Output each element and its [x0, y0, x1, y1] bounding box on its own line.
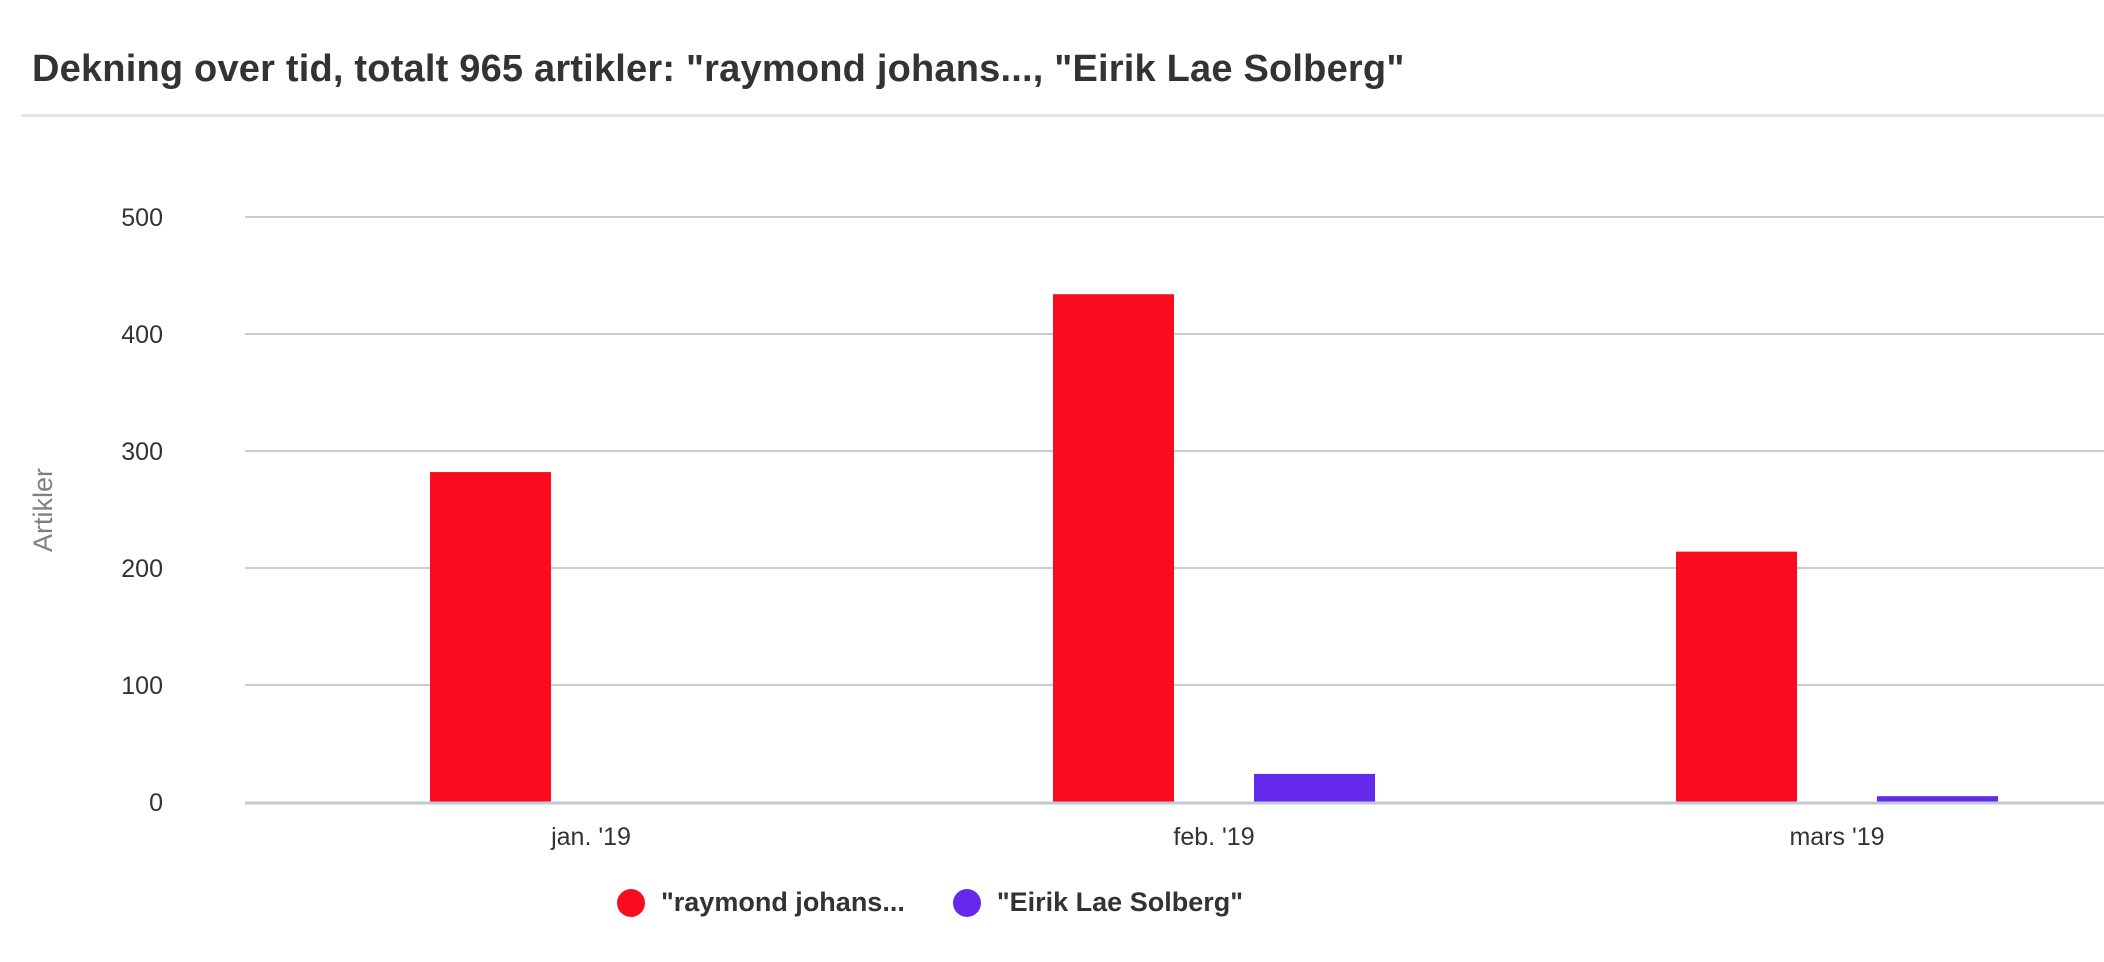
- bar: [1053, 294, 1174, 802]
- x-tick-labels: jan. '19 feb. '19 mars '19: [550, 823, 1884, 851]
- x-tick-label: jan. '19: [550, 823, 631, 851]
- legend-label: "Eirik Lae Solberg": [996, 887, 1244, 917]
- bar: [1676, 551, 1797, 802]
- y-tick-label: 400: [121, 321, 163, 349]
- y-tick-labels: 0 100 200 300 400 500: [121, 204, 163, 817]
- x-tick-label: mars '19: [1789, 823, 1884, 851]
- legend-swatch-purple-icon: [952, 888, 981, 917]
- y-tick-label: 100: [121, 672, 163, 700]
- legend-swatch-red-icon: [616, 888, 645, 917]
- legend-item-eirik[interactable]: "Eirik Lae Solberg": [952, 887, 1244, 918]
- y-tick-label: 500: [121, 204, 163, 232]
- title-divider: [21, 114, 2104, 117]
- bar: [1877, 796, 1998, 802]
- y-axis-label: Artikler: [28, 468, 58, 552]
- y-tick-label: 0: [149, 789, 163, 817]
- bar: [430, 472, 551, 802]
- y-tick-label: 300: [121, 438, 163, 466]
- chart-title: Dekning over tid, totalt 965 artikler: "…: [32, 48, 1405, 90]
- legend-label: "raymond johans...: [660, 887, 905, 917]
- bars: [430, 294, 1998, 802]
- legend: "raymond johans... "Eirik Lae Solberg": [0, 887, 1982, 918]
- y-tick-label: 200: [121, 555, 163, 583]
- bar: [1254, 773, 1375, 802]
- x-tick-label: feb. '19: [1173, 823, 1254, 851]
- legend-item-raymond[interactable]: "raymond johans...: [616, 887, 905, 918]
